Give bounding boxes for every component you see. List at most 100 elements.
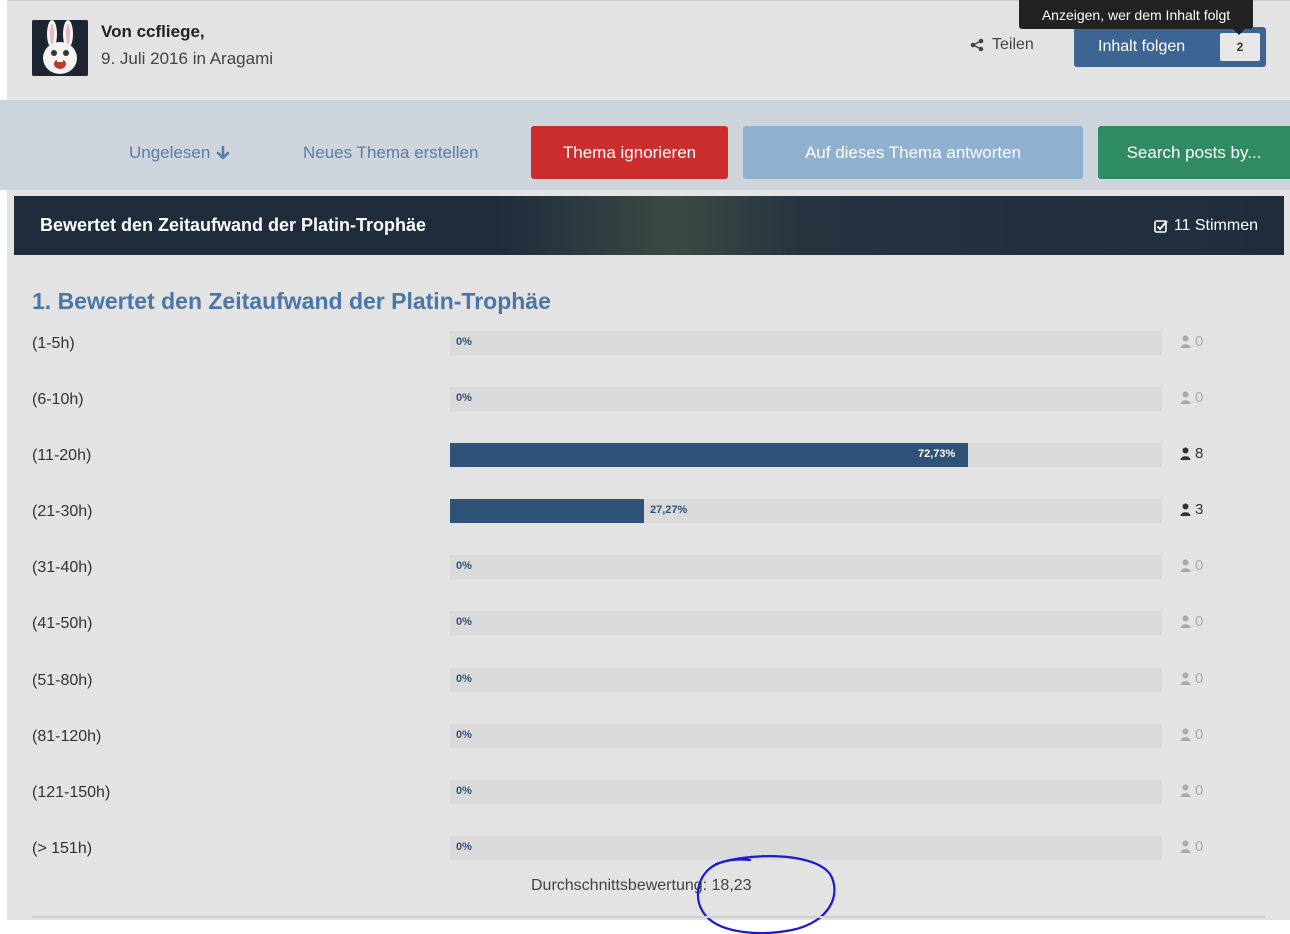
poll-option-label: (21-30h) [32,503,93,520]
post-date: 9. Juli 2016 [101,49,188,68]
poll-option-row: (21-30h) 27,27% 3 [0,499,1290,529]
poll-percent: 0% [456,785,472,797]
poll-option-label: (1-5h) [32,335,75,352]
reply-label: Auf dieses Thema antworten [804,142,1022,162]
poll-option-label: (> 151h) [32,840,93,857]
voter-count-value: 3 [1195,501,1204,518]
user-icon [1180,615,1191,628]
poll-bar-track: 0% [450,836,1162,860]
user-icon [1180,840,1191,853]
poll-voter-count[interactable]: 8 [1180,445,1203,462]
poll-voter-count[interactable]: 0 [1180,782,1203,799]
user-icon [1180,391,1191,404]
poll-voter-count[interactable]: 0 [1180,613,1203,630]
poll-title: Bewertet den Zeitaufwand der Platin-Trop… [40,215,427,235]
unread-button[interactable]: Ungelesen [129,143,230,163]
user-icon [1180,728,1191,741]
arrow-down-icon [216,145,230,159]
new-topic-label: Neues Thema erstellen [303,143,479,162]
user-icon [1180,447,1191,460]
forum-link[interactable]: Aragami [209,49,274,68]
poll-voter-count[interactable]: 0 [1180,557,1203,574]
followers-tooltip: Anzeigen, wer dem Inhalt folgt [1019,0,1253,35]
poll-option-row: (> 151h) 0% 0 [0,836,1290,866]
poll-option-row: (31-40h) 0% 0 [0,555,1290,585]
voter-count-value: 8 [1195,445,1204,462]
poll-option-label: (121-150h) [32,784,111,801]
voter-count-value: 0 [1195,726,1204,743]
poll-bar-fill [450,499,644,523]
poll-option-label: (11-20h) [32,447,92,464]
poll-percent: 72,73% [918,448,956,460]
poll-bar-track: 0% [450,611,1162,635]
search-posts-button[interactable]: Search posts by... [1098,126,1290,179]
follow-label: Inhalt folgen [1098,38,1186,55]
poll-divider [32,916,1266,918]
poll-voter-count[interactable]: 0 [1180,726,1203,743]
hand-drawn-circle-annotation [696,855,836,934]
poll-option-row: (6-10h) 0% 0 [0,387,1290,417]
voter-count-value: 0 [1195,670,1204,687]
poll-voter-count[interactable]: 3 [1180,501,1203,518]
user-icon [1180,503,1191,516]
poll-bar-track: 0% [450,387,1162,411]
poll-option-label: (6-10h) [32,391,84,408]
poll-bar-track: 0% [450,780,1162,804]
poll-percent: 0% [456,841,472,853]
voter-count-value: 0 [1195,782,1204,799]
poll-bar-track: 0% [450,724,1162,748]
search-label: Search posts by... [1126,142,1262,162]
poll-bar-track: 0% [450,668,1162,692]
share-icon [970,38,984,52]
poll-option-row: (51-80h) 0% 0 [0,668,1290,698]
average-rating: Durchschnittsbewertung: 18,23 [531,877,752,894]
checkbox-icon [1154,219,1168,233]
poll-option-label: (51-80h) [32,672,93,689]
poll-option-label: (31-40h) [32,559,93,576]
author-prefix: Von [101,22,132,41]
user-icon [1180,784,1191,797]
poll-voter-count[interactable]: 0 [1180,838,1203,855]
ignore-topic-button[interactable]: Thema ignorieren [531,126,728,179]
poll-percent: 0% [456,392,472,404]
poll-bar-track: 0% [450,331,1162,355]
poll-voter-count[interactable]: 0 [1180,333,1203,350]
poll-option-label: (81-120h) [32,728,102,745]
poll-option-row: (11-20h) 72,73% 8 [0,443,1290,473]
poll-voter-count[interactable]: 0 [1180,389,1203,406]
poll-bar-fill [450,443,968,467]
poll-percent: 0% [456,673,472,685]
voter-count-value: 0 [1195,838,1204,855]
share-button[interactable]: Teilen [970,36,1034,54]
poll-question: 1. Bewertet den Zeitaufwand der Platin-T… [32,288,551,314]
poll-option-row: (121-150h) 0% 0 [0,780,1290,810]
user-icon [1180,672,1191,685]
poll-percent: 0% [456,616,472,628]
avatar[interactable] [32,20,88,76]
new-topic-button[interactable]: Neues Thema erstellen [303,143,478,163]
reply-button[interactable]: Auf dieses Thema antworten [743,126,1083,179]
follow-button[interactable]: Inhalt folgen 2 [1074,27,1266,67]
author-name[interactable]: ccfliege, [136,22,205,41]
poll-votes: 11 Stimmen [1154,217,1258,235]
poll-option-label: (41-50h) [32,615,93,632]
follow-count-badge[interactable]: 2 [1220,33,1260,61]
rabbit-avatar-icon [32,20,88,76]
poll-percent: 0% [456,729,472,741]
in-word: in [192,49,206,68]
poll-option-row: (1-5h) 0% 0 [0,331,1290,361]
poll-voter-count[interactable]: 0 [1180,670,1203,687]
author-line: Von ccfliege, [101,22,205,42]
share-label: Teilen [992,36,1034,53]
user-icon [1180,335,1191,348]
poll-bar-track: 0% [450,555,1162,579]
voter-count-value: 0 [1195,557,1204,574]
poll-percent: 0% [456,560,472,572]
votes-label: 11 Stimmen [1173,216,1258,234]
poll-option-row: (41-50h) 0% 0 [0,611,1290,641]
ignore-label: Thema ignorieren [562,142,697,162]
user-icon [1180,559,1191,572]
poll-percent: 27,27% [650,504,688,516]
unread-label: Ungelesen [129,143,211,162]
voter-count-value: 0 [1195,333,1204,350]
